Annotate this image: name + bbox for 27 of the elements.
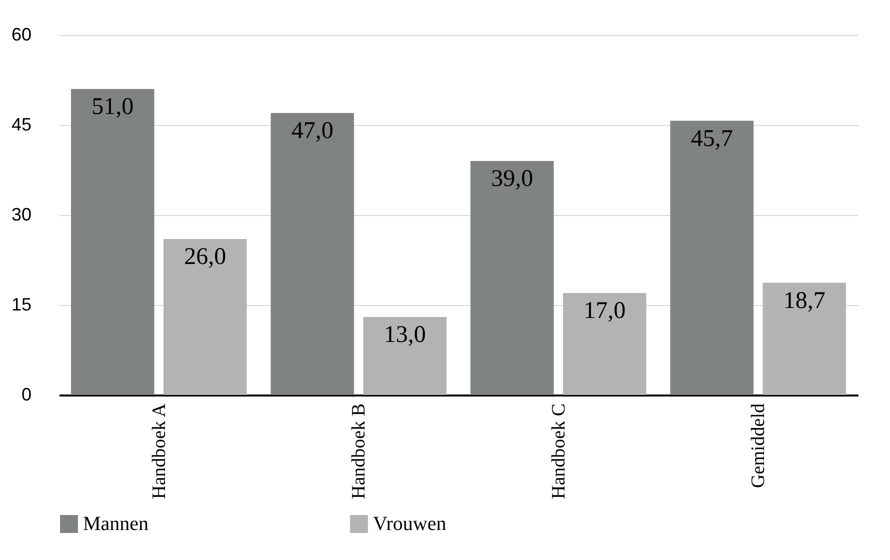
x-tick-label: Handboek C: [548, 404, 570, 500]
x-tick-label: Handboek A: [148, 403, 170, 500]
bar: [470, 161, 554, 395]
x-tick-label: Gemiddeld: [748, 403, 770, 488]
bar: [164, 239, 247, 395]
legend-label: Vrouwen: [373, 513, 446, 535]
data-label: 51,0: [92, 94, 134, 120]
bar: [762, 282, 846, 395]
data-label: 26,0: [184, 244, 226, 270]
data-label: 47,0: [291, 118, 334, 144]
data-label: 13,0: [384, 322, 426, 348]
y-tick-label: 45: [11, 114, 32, 134]
y-tick-label: 0: [21, 384, 32, 404]
y-tick-label: 60: [11, 24, 32, 44]
data-label: 18,7: [783, 288, 826, 314]
data-label: 39,0: [491, 166, 534, 192]
bar: [563, 293, 646, 395]
legend-label: Mannen: [83, 513, 149, 535]
bar: [70, 89, 154, 395]
x-tick-label: Handboek B: [348, 404, 370, 500]
data-label: 45,7: [690, 126, 733, 152]
bar: [363, 317, 447, 395]
y-tick-label: 15: [11, 294, 32, 314]
y-tick-label: 30: [11, 204, 32, 224]
bar: [270, 113, 354, 395]
data-label: 17,0: [584, 298, 626, 324]
bar: [670, 120, 754, 395]
